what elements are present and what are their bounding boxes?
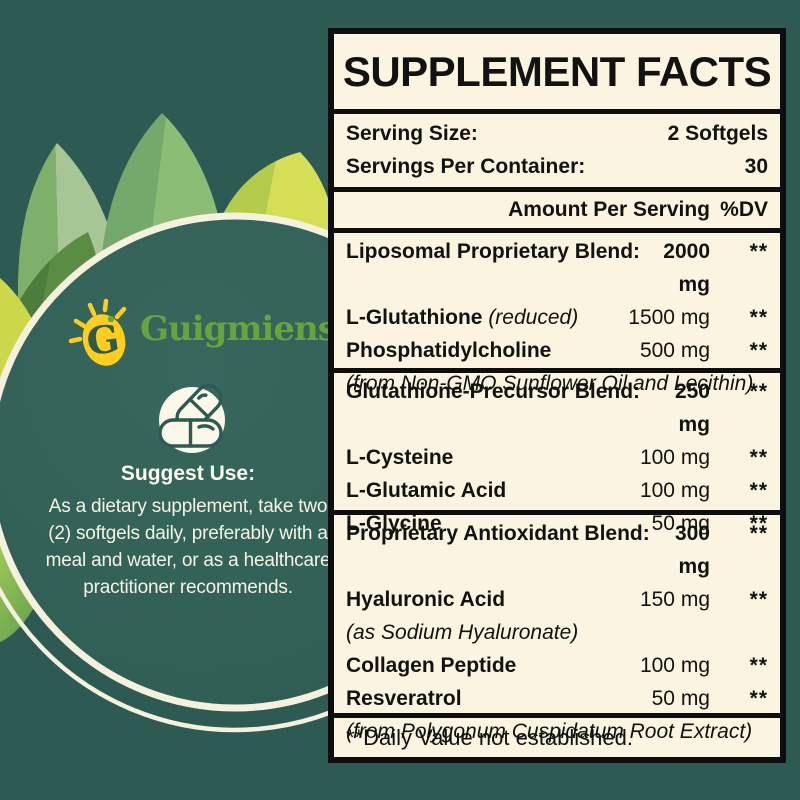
serving-label: Serving Size: xyxy=(346,122,478,145)
ingredient-row: L-Cysteine 100 mg ** xyxy=(346,441,768,474)
serving-value: 30 xyxy=(744,155,768,178)
ingredient-row: Glutathione-Precursor Blend: 250 mg ** xyxy=(346,375,768,441)
ingredient-name: L-Glycine xyxy=(346,512,442,535)
ingredient-name: Glutathione-Precursor Blend: xyxy=(346,380,641,403)
ring-echo-arc xyxy=(0,585,372,733)
ingredient-dv: ** xyxy=(749,240,768,263)
ingredient-amount: 50 mg xyxy=(651,512,710,535)
ingredient-row: Collagen Peptide 100 mg ** xyxy=(346,649,768,682)
facts-title: SUPPLEMENT FACTS xyxy=(342,47,772,95)
ingredient-note: (from Polygonum Cuspidatum Root Extract) xyxy=(346,720,753,743)
ingredient-dv: ** xyxy=(749,446,768,469)
serving-row: Servings Per Container: 30 xyxy=(346,152,768,182)
daily-value-footnote: **Daily Value not established. xyxy=(346,724,633,750)
ingredient-amount: 250 mg xyxy=(674,380,710,436)
ingredient-amount: 100 mg xyxy=(639,654,710,677)
ingredient-name-note: (reduced) xyxy=(482,306,579,329)
ingredient-amount: 300 mg xyxy=(674,522,710,578)
ingredient-name: Phosphatidylcholine xyxy=(346,339,552,362)
ingredient-name: L-Cysteine xyxy=(346,446,454,469)
ingredient-name: Proprietary Antioxidant Blend: xyxy=(346,522,650,545)
serving-section: Serving Size: 2 Softgels Servings Per Cont… xyxy=(334,114,780,192)
ingredient-name: Collagen Peptide xyxy=(346,654,517,677)
serving-label: Servings Per Container: xyxy=(346,155,586,178)
serving-row: Serving Size: 2 Softgels xyxy=(346,119,768,149)
ingredient-amount: 50 mg xyxy=(651,687,710,710)
footnote-section: **Daily Value not established. xyxy=(334,718,780,757)
ingredient-amount: 500 mg xyxy=(639,339,710,362)
ingredient-dv: ** xyxy=(749,306,768,329)
ingredient-row: Phosphatidylcholine 500 mg ** xyxy=(346,334,768,367)
ingredient-row: Resveratrol 50 mg ** xyxy=(346,682,768,715)
suggest-use-block: Suggest Use: As a dietary supplement, ta… xyxy=(18,462,358,601)
ingredient-amount: 150 mg xyxy=(639,588,710,611)
brand-monogram: G xyxy=(84,315,122,364)
ingredient-name: Resveratrol xyxy=(346,687,462,710)
ingredient-section: Glutathione-Precursor Blend: 250 mg ** L-Cy… xyxy=(334,373,780,535)
ingredient-dv: ** xyxy=(749,479,768,502)
ingredient-dv: ** xyxy=(749,654,768,677)
ingredient-row: L-Glutathione (reduced) 1500 mg ** xyxy=(346,301,768,334)
ingredient-row: Liposomal Proprietary Blend: 2000 mg ** xyxy=(346,235,768,301)
ingredient-dv: ** xyxy=(749,512,768,535)
suggest-use-line: meal and water, or as a healthcare xyxy=(45,550,331,571)
brand-name: Guigmiens xyxy=(140,309,337,349)
suggest-use-line: practitioner recommends. xyxy=(83,577,293,598)
facts-title-section: SUPPLEMENT FACTS xyxy=(334,34,780,114)
ingredient-section: Proprietary Antioxidant Blend: 300 mg ** Hy… xyxy=(334,515,780,743)
ingredient-dv: ** xyxy=(749,588,768,611)
percent-dv-header: %DV xyxy=(720,198,768,221)
column-header-row: Amount Per Serving %DV xyxy=(334,192,780,233)
brand-logo: G Guigmiens xyxy=(66,296,337,368)
suggest-use-title: Suggest Use: xyxy=(120,462,256,485)
amount-per-serving-header: Amount Per Serving xyxy=(508,198,710,221)
pills-icon xyxy=(158,384,225,453)
ingredient-name: L-Glutathione (reduced) xyxy=(346,306,579,329)
ingredient-dv: ** xyxy=(749,687,768,710)
ingredient-amount: 100 mg xyxy=(639,479,710,502)
ingredient-dv: ** xyxy=(749,380,768,403)
ingredient-name: Hyaluronic Acid xyxy=(346,588,506,611)
ingredient-note: (from Non-GMO Sunflower Oil and Lecithin… xyxy=(346,372,754,395)
ingredient-name: L-Glutamic Acid xyxy=(346,479,507,502)
suggest-use-line: (2) softgels daily, preferably with a xyxy=(48,523,328,544)
ingredient-row: Proprietary Antioxidant Blend: 300 mg ** xyxy=(346,517,768,583)
suggest-use-line: As a dietary supplement, take two xyxy=(48,496,328,517)
ingredient-dv: ** xyxy=(749,522,768,545)
ingredient-row: L-Glycine 50 mg ** xyxy=(346,507,768,540)
supplement-facts-panel: SUPPLEMENT FACTS Serving Size: 2 Softgels… xyxy=(328,28,786,763)
ingredient-amount: 1500 mg xyxy=(628,306,710,329)
serving-value: 2 Softgels xyxy=(667,122,768,145)
ingredient-note: (as Sodium Hyaluronate) xyxy=(346,621,579,644)
ingredient-section: Liposomal Proprietary Blend: 2000 mg ** L-G… xyxy=(334,233,780,395)
ingredient-amount: 2000 mg xyxy=(663,240,710,296)
ingredient-row: Hyaluronic Acid 150 mg ** xyxy=(346,583,768,616)
ingredient-amount: 100 mg xyxy=(639,446,710,469)
ingredient-name: Liposomal Proprietary Blend: xyxy=(346,240,641,263)
sun-g-logo-icon: G xyxy=(68,298,127,366)
suggest-use-text: As a dietary supplement, take two (2) sof… xyxy=(18,493,358,601)
ingredient-dv: ** xyxy=(749,339,768,362)
ingredient-row: L-Glutamic Acid 100 mg ** xyxy=(346,474,768,507)
